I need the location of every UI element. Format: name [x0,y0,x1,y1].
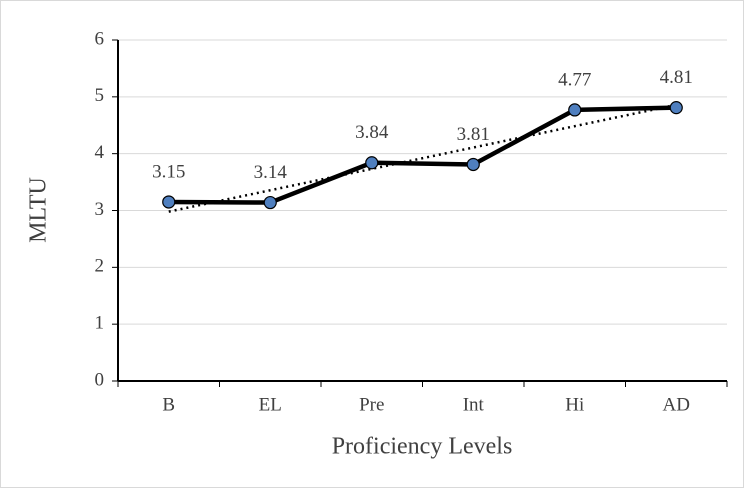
x-tick-label: EL [259,394,282,415]
data-label: 4.81 [660,67,693,88]
series-line [168,105,677,205]
y-tick-label: 1 [95,313,105,334]
point [365,156,379,170]
point [162,195,176,209]
y-tick-label: 3 [95,199,105,220]
point [669,101,683,115]
y-axis-label: MLTU [26,177,52,243]
y-tick-label: 4 [95,142,105,163]
data-label: 3.15 [152,161,185,182]
y-tick-label: 6 [95,28,105,49]
data-label: 4.77 [558,69,591,90]
data-label: 3.14 [254,162,288,183]
data-label: 3.84 [355,122,389,143]
x-tick-label: AD [663,394,690,415]
data-label: 3.81 [457,124,490,145]
x-tick-label: Hi [565,394,584,415]
point [568,103,582,117]
y-tick-label: 2 [95,256,105,277]
y-tick-label: 0 [95,369,105,390]
y-tick-label: 5 [95,85,105,106]
x-tick-label: B [162,394,175,415]
point [263,195,277,210]
point [466,157,480,172]
x-tick-label: Pre [359,394,384,415]
x-axis-label: Proficiency Levels [332,434,513,460]
x-tick-label: Int [463,394,485,415]
trendline [168,103,677,213]
